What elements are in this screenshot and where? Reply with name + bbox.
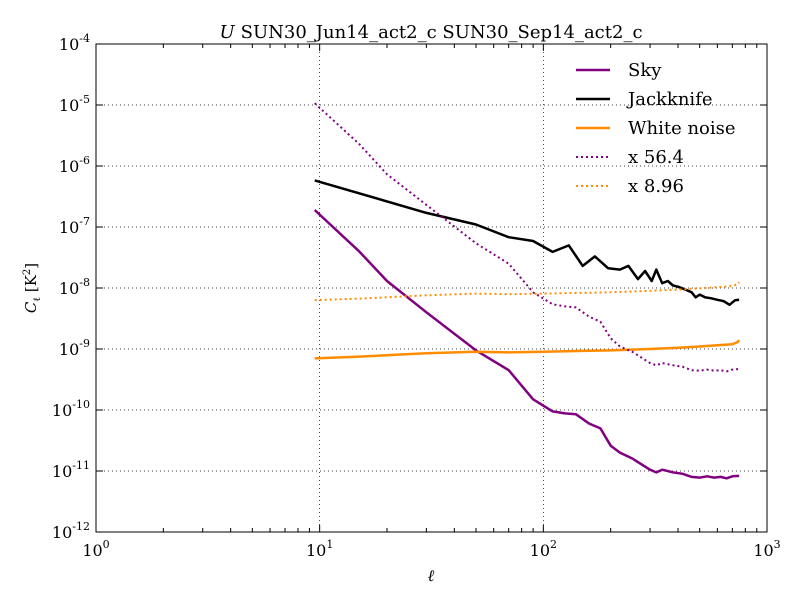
y-tick-base: 10	[59, 157, 79, 176]
grid	[96, 44, 767, 532]
y-tick-base: 10	[59, 218, 79, 237]
x-axis-label: ℓ	[428, 566, 435, 585]
y-tick-label: 10-7	[59, 215, 90, 237]
y-tick-label: 10-12	[52, 520, 90, 542]
y-tick-base: 10	[59, 279, 79, 298]
y-label-main: C	[22, 301, 40, 313]
y-label-unit: [K	[22, 274, 40, 297]
legend-label: x 56.4	[628, 147, 684, 168]
x-tick-label: 100	[82, 538, 109, 560]
y-tick-exp: -9	[79, 337, 90, 350]
series-lines	[313, 102, 741, 480]
x-tick-exp: 1	[326, 538, 333, 551]
legend: Sky Jackknife White noise x 56.4 x 8.96	[576, 60, 736, 197]
y-tick-base: 10	[52, 523, 72, 542]
y-tick-label: 10-8	[59, 276, 90, 298]
series-line-1	[314, 179, 740, 307]
y-tick-base: 10	[59, 35, 79, 54]
y-label-unit-close: ]	[22, 263, 40, 269]
series-line-0	[313, 209, 740, 480]
x-tick-exp: 3	[774, 538, 781, 551]
y-tick-base: 10	[52, 462, 72, 481]
y-tick-exp: -10	[72, 398, 90, 411]
y-tick-exp: -11	[72, 459, 90, 472]
y-tick-exp: -8	[79, 276, 90, 289]
y-tick-label: 10-5	[59, 93, 90, 115]
y-axis-label: Cℓ [K2]	[22, 263, 43, 313]
y-label-sub: ℓ	[32, 297, 43, 302]
series-line-4	[314, 281, 740, 302]
y-tick-exp: -5	[79, 93, 90, 106]
x-tick-label: 101	[306, 538, 333, 560]
y-tick-label: 10-9	[59, 337, 90, 359]
x-tick-label: 102	[530, 538, 557, 560]
y-tick-exp: -7	[79, 215, 90, 228]
x-tick-exp: 0	[103, 538, 110, 551]
legend-label: Sky	[628, 60, 662, 81]
y-tick-exp: -6	[79, 154, 90, 167]
title-text: SUN30_Jun14_act2_c SUN30_Sep14_act2_c	[241, 22, 643, 43]
y-label-unit-sup: 2	[22, 269, 33, 275]
axis-ticks: 100 101 102 10310-1210-1110-1010-910-810-71…	[52, 32, 781, 560]
y-tick-label: 10-4	[59, 32, 90, 54]
y-tick-label: 10-6	[59, 154, 90, 176]
legend-label: White noise	[628, 118, 736, 139]
y-tick-base: 10	[59, 340, 79, 359]
x-tick-base: 10	[306, 541, 326, 560]
x-tick-exp: 2	[550, 538, 557, 551]
y-tick-base: 10	[59, 96, 79, 115]
y-tick-base: 10	[52, 401, 72, 420]
y-tick-exp: -4	[79, 32, 90, 45]
y-tick-label: 10-11	[52, 459, 90, 481]
y-tick-label: 10-10	[52, 398, 90, 420]
series-line-2	[314, 339, 741, 360]
x-tick-base: 10	[82, 541, 102, 560]
legend-label: x 8.96	[628, 176, 684, 197]
chart-title: U SUN30_Jun14_act2_c SUN30_Sep14_act2_c	[219, 22, 642, 43]
x-tick-base: 10	[530, 541, 550, 560]
x-tick-base: 10	[753, 541, 773, 560]
title-prefix: U	[219, 22, 235, 43]
y-tick-exp: -12	[72, 520, 90, 533]
series-line-3	[314, 102, 740, 373]
legend-label: Jackknife	[626, 89, 713, 110]
x-tick-label: 103	[753, 538, 780, 560]
